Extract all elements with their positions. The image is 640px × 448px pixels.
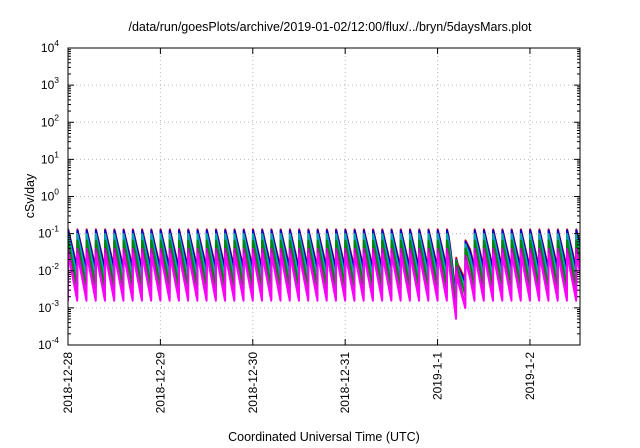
x-tick-label: 2018-12-29	[153, 352, 167, 414]
x-axis-label: Coordinated Universal Time (UTC)	[228, 430, 420, 444]
y-tick-label: 10-1	[38, 224, 59, 241]
y-tick-label: 10-4	[38, 335, 59, 352]
y-tick-label: 102	[41, 112, 59, 129]
x-tick-label: 2018-12-30	[246, 352, 260, 414]
x-tick-label: 2018-12-31	[338, 352, 352, 414]
y-tick-label: 10-2	[38, 261, 59, 278]
y-tick-label: 101	[41, 149, 59, 166]
y-tick-label: 100	[41, 187, 59, 204]
x-tick-label: 2019-1-2	[523, 352, 537, 400]
x-tick-label: 2019-1-1	[431, 352, 445, 400]
chart-title: /data/run/goesPlots/archive/2019-01-02/1…	[128, 20, 532, 34]
y-tick-label: 103	[41, 75, 59, 92]
series-line	[68, 252, 580, 320]
x-tick-label: 2018-12-28	[61, 352, 75, 414]
y-tick-label: 10-3	[38, 298, 59, 315]
y-axis-label: cSv/day	[23, 173, 37, 218]
y-axis: 10-4 10-3 10-2 10-1 100 101 102 103 104	[38, 38, 580, 352]
x-axis: 2018-12-28 2018-12-29 2018-12-30 2018-12-31…	[61, 48, 537, 413]
series-group	[68, 228, 580, 320]
y-tick-label: 104	[41, 38, 59, 55]
